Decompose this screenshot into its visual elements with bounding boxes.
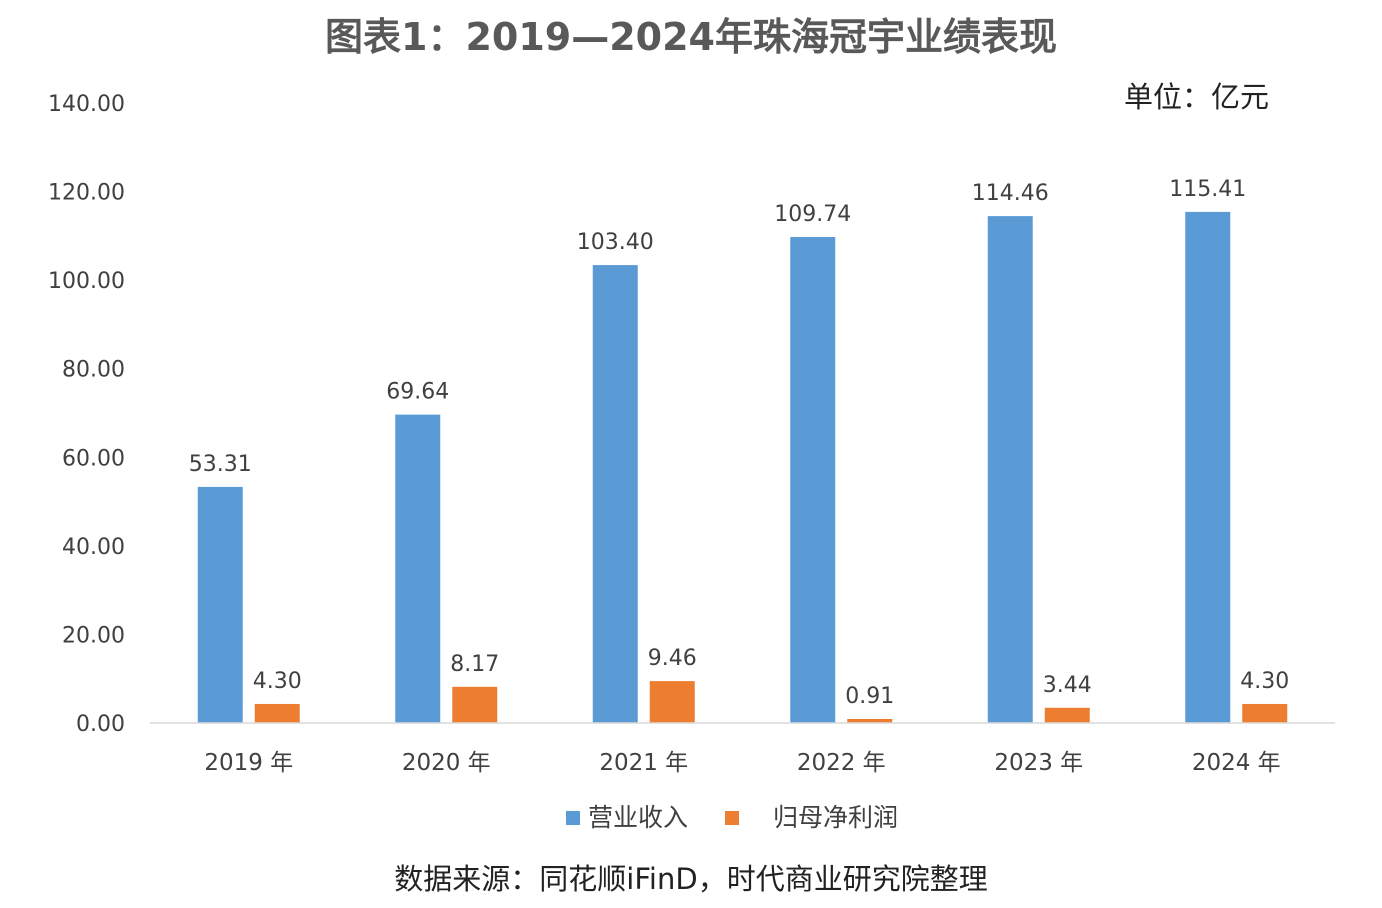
data-label: 0.91: [845, 684, 894, 709]
x-tick-label: 2021 年: [599, 750, 688, 776]
chart-title: 图表1：2019—2024年珠海冠宇业绩表现: [325, 15, 1057, 59]
y-tick-label: 60.00: [62, 446, 125, 471]
bar-net-profit: [452, 686, 498, 723]
bar-net-profit: [254, 703, 300, 723]
bar-net-profit: [649, 681, 695, 723]
y-tick-label: 80.00: [62, 358, 125, 383]
data-label: 69.64: [386, 380, 449, 405]
x-tick-label: 2020 年: [402, 750, 491, 776]
data-label: 109.74: [774, 202, 851, 227]
x-tick-label: 2022 年: [797, 750, 886, 776]
y-tick-label: 0.00: [76, 712, 125, 737]
y-tick-label: 120.00: [48, 181, 125, 206]
source-note: 数据来源：同花顺iFinD，时代商业研究院整理: [394, 862, 988, 896]
data-label: 4.30: [253, 669, 302, 694]
y-tick-label: 140.00: [48, 92, 125, 117]
bar-net-profit: [847, 718, 893, 723]
bar-revenue: [197, 486, 243, 723]
x-tick-label: 2023 年: [994, 750, 1083, 776]
bar-revenue: [987, 216, 1033, 723]
bars-group: 53.31 4.30 69.64 8.17 103.40 9.46 109.74 0.91 11…: [189, 177, 1289, 724]
data-label: 103.40: [577, 230, 654, 255]
bar-revenue: [395, 414, 441, 723]
x-axis: 2019 年 2020 年 2021 年 2022 年 2023 年 2024 年: [150, 722, 1335, 776]
legend-swatch: [725, 811, 739, 825]
data-label: 3.44: [1043, 673, 1092, 698]
legend-swatch: [566, 811, 580, 825]
bar-net-profit: [1242, 703, 1288, 723]
bar-net-profit: [1044, 707, 1090, 723]
x-tick-label: 2024 年: [1192, 750, 1281, 776]
y-tick-label: 100.00: [48, 269, 125, 294]
data-label: 115.41: [1169, 177, 1246, 202]
legend-label: 归母净利润: [773, 803, 898, 832]
data-label: 53.31: [189, 452, 252, 477]
data-label: 8.17: [450, 652, 499, 677]
bar-revenue: [790, 237, 836, 723]
x-tick-label: 2019 年: [204, 750, 293, 776]
data-label: 114.46: [972, 181, 1049, 206]
y-tick-label: 40.00: [62, 535, 125, 560]
data-label: 9.46: [648, 646, 697, 671]
bar-revenue: [1185, 211, 1231, 724]
data-label: 4.30: [1240, 669, 1289, 694]
legend: 营业收入 归母净利润: [566, 803, 898, 832]
y-tick-label: 20.00: [62, 623, 125, 648]
legend-label: 营业收入: [588, 803, 688, 832]
unit-label: 单位：亿元: [1124, 80, 1270, 114]
y-axis: 0.00 20.00 40.00 60.00 80.00 100.00 120.00 140.…: [48, 92, 125, 737]
bar-revenue: [592, 265, 638, 723]
